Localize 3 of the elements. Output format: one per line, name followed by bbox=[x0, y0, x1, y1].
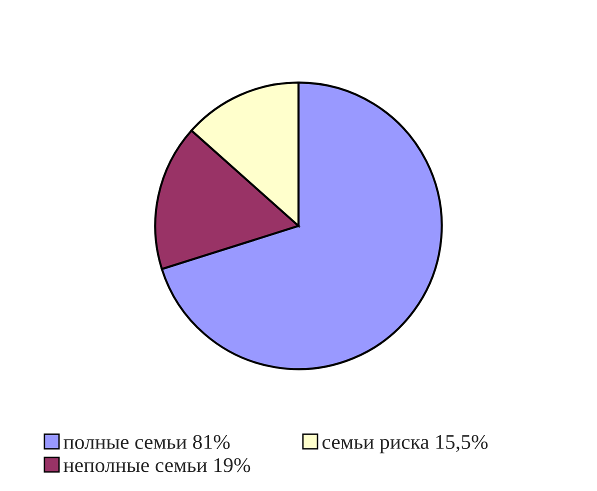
legend-label: семьи риска 15,5% bbox=[322, 434, 488, 454]
legend-label: полные семьи 81% bbox=[64, 434, 230, 450]
legend-label: неполные семьи 19% bbox=[64, 458, 250, 472]
